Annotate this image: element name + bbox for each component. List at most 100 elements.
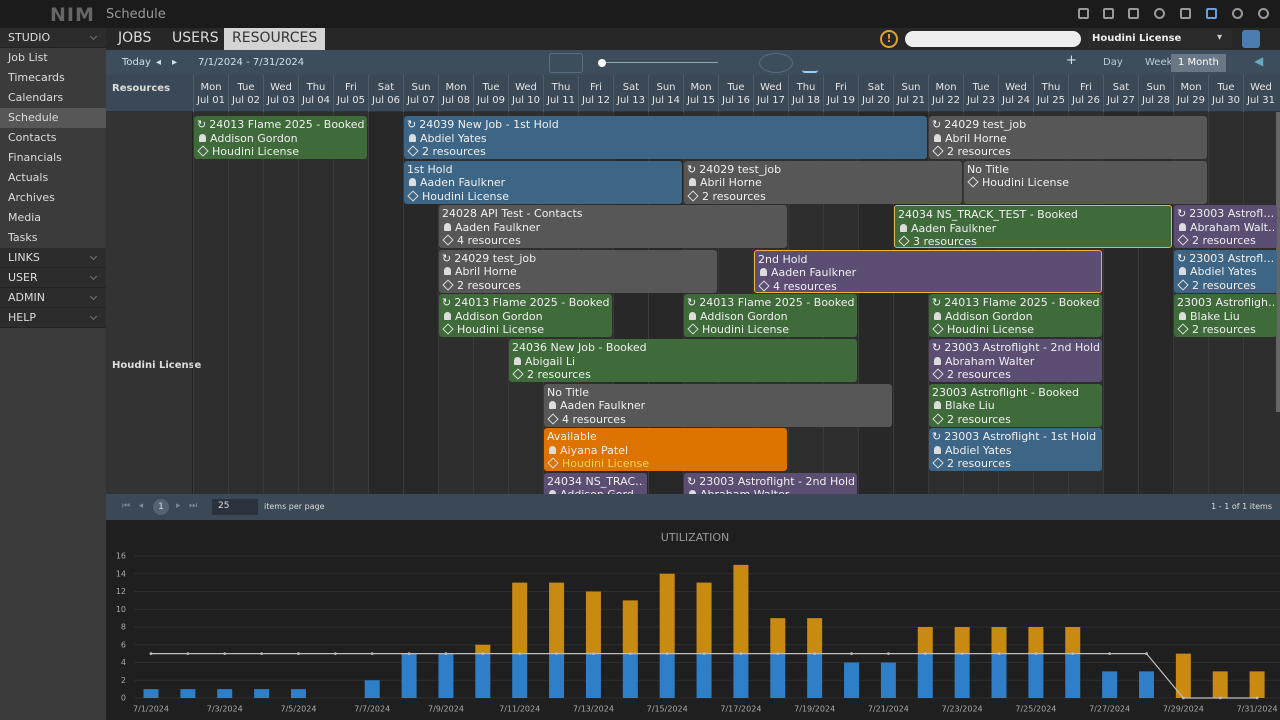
power-icon[interactable] — [1258, 8, 1269, 19]
bar — [954, 653, 970, 698]
sidebar-item[interactable]: Archives — [8, 191, 55, 204]
scrollbar[interactable] — [1276, 112, 1280, 412]
filter-button[interactable] — [1242, 30, 1260, 48]
bar — [770, 618, 786, 654]
event[interactable]: 24028 API Test - Contacts Aaden Faulkner 4… — [439, 205, 787, 249]
settings-icon[interactable] — [1232, 8, 1243, 19]
list-icon[interactable] — [1103, 8, 1114, 19]
event[interactable]: 24036 New Job - Booked Abigail Li 2 resour… — [509, 339, 857, 382]
day-column — [1173, 112, 1208, 494]
bookmark-icon[interactable] — [1180, 8, 1191, 19]
sidebar-section[interactable]: USER — [0, 268, 106, 288]
sidebar-item[interactable]: Actuals — [8, 171, 49, 184]
page-number[interactable]: 1 — [153, 499, 169, 515]
sidebar-item[interactable]: Timecards — [8, 71, 65, 84]
day-date: Jul 17 — [757, 95, 785, 106]
resource-filter[interactable]: Houdini License — [1088, 30, 1232, 48]
warning-icon[interactable]: ! — [880, 30, 898, 48]
event[interactable]: 23003 Astrofligh… Blake Liu 2 resources — [1174, 294, 1277, 338]
event[interactable]: 24034 NS_TRACK_TEST - Booked Aaden Faulkn… — [894, 205, 1172, 249]
page-size[interactable]: 25 — [212, 499, 258, 515]
bar — [659, 573, 675, 654]
tab[interactable]: USERS — [172, 30, 219, 46]
day-of-week: Sun — [656, 82, 676, 93]
sidebar-item[interactable]: Schedule — [0, 108, 106, 128]
view-button[interactable]: 1 Month — [1171, 54, 1226, 72]
sidebar-section[interactable]: LINKS — [0, 248, 106, 268]
capacity-point — [223, 652, 227, 656]
calc-icon[interactable] — [1128, 8, 1139, 19]
color-picker[interactable] — [549, 53, 583, 73]
sidebar-item[interactable]: Job List — [8, 51, 48, 64]
event-person: Addison Gordon — [687, 310, 854, 324]
day-date: Jul 18 — [792, 95, 820, 106]
view-button[interactable]: Week — [1145, 57, 1173, 68]
next-button[interactable]: ▸ — [172, 57, 178, 68]
sidebar-section[interactable]: ADMIN — [0, 288, 106, 308]
event[interactable]: 23003 Astrofl…Abraham Walt…2 resources — [1174, 205, 1277, 249]
day-date: Jul 22 — [932, 95, 960, 106]
sidebar-item[interactable]: Financials — [8, 151, 62, 164]
event[interactable]: Available Aiyana Patel Houdini License — [544, 428, 787, 472]
sidebar-item[interactable]: Media — [8, 211, 42, 224]
tab[interactable]: RESOURCES — [224, 28, 326, 50]
day-of-week: Tue — [972, 82, 990, 93]
pager-nav[interactable]: ▸ ⏭ — [176, 501, 198, 511]
day-date: Jul 30 — [1212, 95, 1240, 106]
clock-icon[interactable] — [1154, 8, 1165, 19]
bar — [1249, 671, 1265, 698]
bar — [585, 653, 601, 698]
day-date: Jul 24 — [1002, 95, 1030, 106]
sidebar-section[interactable]: HELP — [0, 308, 106, 328]
event-person: Aaden Faulkner — [442, 221, 784, 235]
tab[interactable]: JOBS — [118, 30, 152, 46]
chart-button[interactable] — [802, 53, 818, 73]
add-button[interactable]: + — [1066, 53, 1077, 68]
today-button[interactable]: Today — [122, 57, 151, 68]
zoom-slider[interactable] — [598, 62, 718, 63]
event[interactable]: 2nd Hold Aaden Faulkner 4 resources — [754, 249, 1102, 293]
capacity-point — [628, 652, 632, 656]
view-button[interactable]: Day — [1103, 57, 1123, 68]
search-box[interactable] — [905, 31, 1081, 47]
event-title: 23003 Astroflight - 2nd Hold — [932, 341, 1099, 355]
event[interactable]: 24034 NS_TRAC…Addison Gord…4 resources — [544, 472, 647, 494]
slider-knob[interactable] — [598, 59, 606, 67]
day-date: Jul 04 — [302, 95, 330, 106]
event-person: Aaden Faulkner — [547, 399, 889, 413]
bar — [733, 564, 749, 654]
y-tick-label: 10 — [116, 605, 126, 614]
event[interactable]: No Title Aaden Faulkner 4 resources — [544, 383, 892, 427]
collapse-button[interactable]: ◀ — [1254, 54, 1264, 68]
mail-icon[interactable] — [1206, 8, 1217, 19]
sidebar-section[interactable]: STUDIO — [0, 28, 106, 48]
event[interactable]: 23003 Astroflight - Booked Blake Liu 2 res… — [929, 383, 1102, 427]
x-tick-label: 7/7/2024 — [354, 705, 390, 714]
event[interactable]: 1st Hold Aaden Faulkner Houdini License — [404, 160, 682, 204]
x-tick-label: 7/31/2024 — [1237, 705, 1278, 714]
date-range[interactable]: 7/1/2024 - 7/31/2024 — [198, 57, 305, 68]
sidebar-item[interactable]: Contacts — [8, 131, 57, 144]
event-person: Aaden Faulkner — [758, 266, 1098, 280]
sidebar-item[interactable]: Calendars — [8, 91, 64, 104]
time-button[interactable] — [759, 53, 793, 73]
event-person: Blake Liu — [932, 399, 1099, 413]
prev-button[interactable]: ◂ — [156, 57, 162, 68]
sidebar-item[interactable]: Tasks — [8, 231, 38, 244]
y-tick-label: 4 — [121, 658, 126, 667]
home-icon[interactable] — [1078, 8, 1089, 19]
pager-nav[interactable]: ⏮ ◂ — [122, 501, 144, 511]
event[interactable]: No Title Houdini License — [964, 160, 1207, 204]
